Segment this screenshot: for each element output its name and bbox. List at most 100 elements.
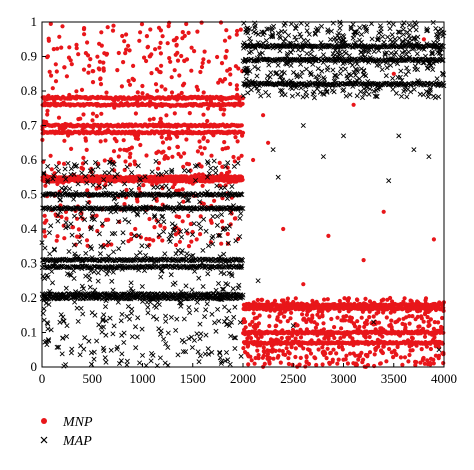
map-point bbox=[210, 213, 216, 220]
mnp-point bbox=[147, 117, 152, 122]
map-point bbox=[45, 179, 51, 185]
mnp-point bbox=[404, 315, 409, 320]
mnp-point bbox=[80, 166, 86, 171]
mnp-point bbox=[351, 321, 357, 326]
map-point bbox=[213, 328, 219, 334]
mnp-point bbox=[284, 346, 289, 351]
mnp-point bbox=[371, 322, 376, 327]
mnp-point bbox=[172, 68, 177, 73]
map-point bbox=[399, 23, 405, 29]
mnp-point bbox=[85, 40, 90, 45]
map-point bbox=[173, 327, 179, 333]
mnp-point bbox=[45, 108, 50, 113]
mnp-point bbox=[402, 355, 408, 360]
map-point bbox=[40, 205, 46, 211]
mnp-point bbox=[275, 317, 280, 322]
map-point bbox=[400, 31, 407, 38]
map-point bbox=[314, 25, 320, 32]
map-point bbox=[104, 271, 110, 277]
map-point bbox=[100, 316, 106, 322]
mnp-point bbox=[160, 140, 166, 145]
map-point bbox=[196, 275, 202, 281]
mnp-point bbox=[286, 335, 292, 340]
mnp-point bbox=[256, 353, 261, 358]
map-point bbox=[193, 177, 199, 184]
map-point bbox=[216, 263, 222, 269]
mnp-point bbox=[127, 82, 133, 87]
mnp-point bbox=[253, 326, 258, 331]
map-point bbox=[112, 174, 118, 180]
map-point bbox=[95, 164, 101, 170]
map-point bbox=[288, 49, 294, 55]
map-point bbox=[87, 277, 93, 283]
map-point bbox=[179, 191, 185, 197]
map-point bbox=[304, 93, 310, 99]
mnp-point bbox=[156, 235, 161, 240]
map-point bbox=[106, 170, 112, 176]
map-point bbox=[358, 49, 364, 55]
mnp-point bbox=[238, 27, 243, 32]
map-point bbox=[194, 331, 200, 337]
map-point bbox=[78, 214, 84, 220]
mnp-point bbox=[408, 348, 413, 353]
mnp-point bbox=[182, 151, 187, 156]
map-point bbox=[206, 351, 212, 357]
mnp-point bbox=[195, 29, 200, 34]
map-point bbox=[225, 160, 231, 166]
mnp-point bbox=[407, 321, 412, 326]
map-point bbox=[105, 239, 111, 245]
map-point bbox=[221, 271, 227, 277]
mnp-point bbox=[395, 344, 400, 350]
map-point bbox=[103, 265, 109, 271]
mnp-point bbox=[164, 136, 169, 141]
map-point bbox=[178, 205, 184, 211]
map-point bbox=[343, 93, 349, 99]
map-point bbox=[80, 286, 87, 292]
mnp-point bbox=[114, 139, 119, 144]
map-point bbox=[265, 73, 271, 79]
mnp-point bbox=[376, 320, 382, 325]
map-point bbox=[161, 336, 167, 342]
mnp-point bbox=[54, 69, 59, 74]
map-point bbox=[258, 93, 264, 99]
map-point bbox=[87, 168, 93, 174]
map-point bbox=[148, 358, 154, 364]
mnp-point bbox=[155, 166, 161, 171]
map-point bbox=[247, 26, 253, 32]
map-point bbox=[169, 167, 175, 173]
map-point bbox=[135, 212, 141, 218]
mnp-point bbox=[89, 166, 94, 171]
map-point bbox=[137, 250, 143, 256]
mnp-point bbox=[82, 26, 87, 31]
mnp-point bbox=[180, 219, 185, 224]
map-point bbox=[215, 280, 222, 287]
map-point bbox=[173, 263, 179, 269]
map-point bbox=[50, 191, 56, 197]
mnp-point bbox=[88, 57, 93, 62]
map-point bbox=[299, 69, 305, 75]
map-point bbox=[206, 170, 212, 176]
mnp-point bbox=[432, 335, 437, 340]
mnp-point bbox=[304, 354, 309, 359]
map-point bbox=[411, 35, 417, 41]
mnp-point bbox=[285, 296, 290, 301]
map-point bbox=[196, 359, 202, 365]
mnp-point bbox=[298, 355, 303, 360]
map-point bbox=[269, 27, 275, 33]
map-point bbox=[304, 28, 310, 34]
mnp-point bbox=[316, 309, 321, 314]
mnp-point bbox=[158, 116, 163, 121]
map-point bbox=[89, 172, 96, 178]
mnp-point bbox=[261, 349, 266, 354]
mnp-point bbox=[286, 356, 291, 361]
map-point bbox=[402, 86, 408, 93]
mnp-point bbox=[374, 345, 379, 350]
mnp-point bbox=[180, 187, 185, 192]
map-point bbox=[191, 221, 197, 227]
mnp-point bbox=[341, 314, 346, 319]
mnp-point bbox=[267, 314, 272, 319]
mnp-point bbox=[127, 48, 132, 53]
map-point bbox=[120, 230, 126, 236]
mnp-point bbox=[79, 87, 85, 92]
